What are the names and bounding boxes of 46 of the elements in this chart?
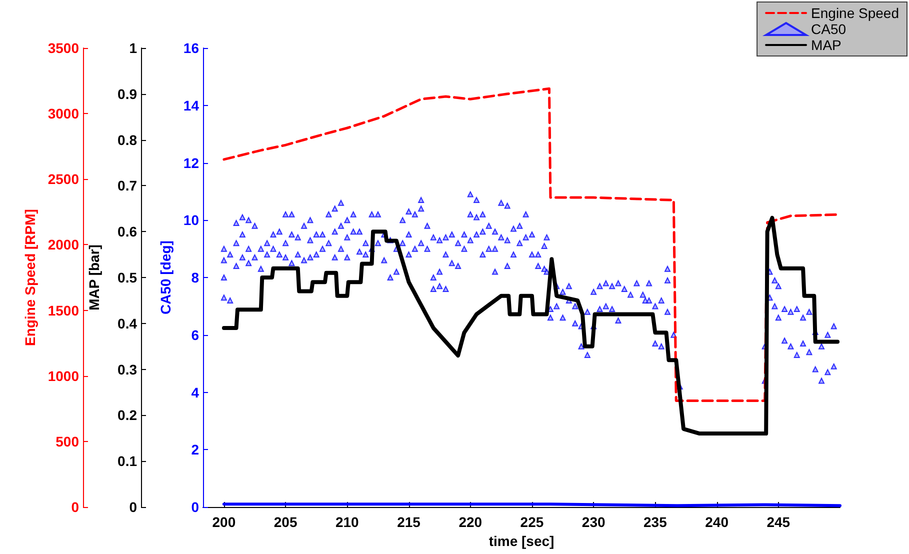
y2-tick-label: 0 xyxy=(129,499,138,515)
y2-tick-label: 0.6 xyxy=(118,224,138,240)
x-tick-label: 240 xyxy=(705,514,729,530)
x-tick-label: 220 xyxy=(458,514,482,530)
y2-tick-label: 0.7 xyxy=(118,178,138,194)
y3-tick-label: 500 xyxy=(56,433,80,450)
x-tick-label: 200 xyxy=(212,514,236,530)
y-axis-title: CA50 [deg] xyxy=(158,240,174,314)
y3-tick-label: 1500 xyxy=(48,302,80,318)
y-tick-label: 6 xyxy=(191,326,200,343)
x-tick-label: 235 xyxy=(644,514,668,530)
y-tick-label: 4 xyxy=(191,384,200,400)
y-tick-label: 16 xyxy=(183,40,200,56)
y2-tick-label: 0.5 xyxy=(118,270,138,286)
x-tick-label: 245 xyxy=(766,514,790,530)
x-tick-label: 215 xyxy=(397,514,421,530)
y3-tick-label: 1000 xyxy=(48,368,80,384)
y3-tick-label: 3500 xyxy=(48,40,80,56)
line-series xyxy=(222,216,840,436)
y-tick-label: 14 xyxy=(183,97,200,114)
y-tick-label: 0 xyxy=(191,499,200,515)
x-tick-label: 230 xyxy=(582,514,606,530)
y-tick-label: 2 xyxy=(191,442,200,458)
y-tick-label: 12 xyxy=(183,154,200,171)
x-tick-label: 225 xyxy=(520,514,544,530)
y2-tick-label: 0.9 xyxy=(118,86,138,102)
legend-label: Engine Speed xyxy=(811,5,900,21)
y2-tick-label: 0.8 xyxy=(118,132,138,148)
y2-tick-label: 1 xyxy=(129,40,138,56)
y3-tick-label: 0 xyxy=(71,499,80,515)
y2-tick-label: 0.4 xyxy=(118,315,138,332)
y3-tick-label: 2500 xyxy=(48,171,80,188)
legend-label: CA50 xyxy=(811,21,846,37)
x-tick-label: 205 xyxy=(274,514,298,530)
y3-tick-label: 3000 xyxy=(48,106,80,122)
y3-tick-label: 2000 xyxy=(48,236,80,253)
y-tick-label: 10 xyxy=(183,212,200,228)
legend-label: MAP xyxy=(811,37,842,53)
y2-tick-label: 0.3 xyxy=(118,361,138,378)
y2-tick-label: 0.1 xyxy=(118,453,138,470)
y2-tick-label: 0.2 xyxy=(118,407,138,424)
y-tick-label: 8 xyxy=(191,270,200,286)
x-tick-label: 210 xyxy=(335,514,360,530)
y2-axis-title: MAP [bar] xyxy=(86,244,102,310)
y3-axis-title: Engine Speed [RPM] xyxy=(22,209,38,346)
x-axis-title: time [sec] xyxy=(488,532,554,549)
